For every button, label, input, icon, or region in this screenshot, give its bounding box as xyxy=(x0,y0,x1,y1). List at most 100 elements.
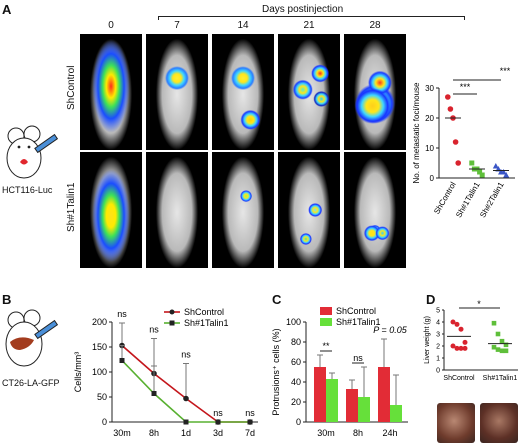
data-point xyxy=(462,339,468,345)
x-tick-label: ShControl xyxy=(432,180,458,216)
mouse-bioluminescence-image xyxy=(212,152,274,268)
y-tick-label: 100 xyxy=(286,317,301,327)
sig-label: * xyxy=(477,300,481,309)
y-axis-label: No. of metastatic foci/mouse xyxy=(412,82,421,183)
x-tick-label: 8h xyxy=(353,428,363,438)
bar xyxy=(346,389,358,422)
y-tick-label: 100 xyxy=(92,367,107,377)
days-bracket xyxy=(158,16,465,17)
data-point xyxy=(491,344,497,350)
y-axis-label: Protrusions⁺ cells (%) xyxy=(271,328,281,415)
data-point xyxy=(455,160,461,166)
x-tick-label: Sh#1Talin1 xyxy=(483,375,518,382)
legend-marker xyxy=(169,309,175,315)
data-point xyxy=(491,320,497,326)
y-tick-label: 10 xyxy=(425,144,434,153)
legend-label: ShControl xyxy=(336,306,376,316)
data-point xyxy=(499,348,505,354)
data-point xyxy=(503,172,510,178)
data-point xyxy=(458,345,464,351)
sig-label: ns xyxy=(213,408,223,418)
data-point xyxy=(495,331,501,337)
bar xyxy=(358,397,370,422)
panel-d-label: D xyxy=(426,292,436,307)
hct116-label: HCT116-Luc xyxy=(2,185,53,195)
y-tick-label: 0 xyxy=(296,417,301,427)
data-point xyxy=(183,395,189,402)
mouse-bioluminescence-image xyxy=(212,34,274,150)
legend-swatch xyxy=(320,318,332,326)
legend-label: Sh#1Talin1 xyxy=(336,317,381,327)
chart-b-cells: 0 50 100 150 200 Cells/mm³ 30m ns 8h ns 1d ns 3d ns 7d… xyxy=(73,307,258,438)
chart-c-protrusions: 0 20 40 60 80 100 Protrusions⁺ cells (%) 30m ** 8… xyxy=(271,306,408,438)
y-tick-label: 150 xyxy=(92,342,107,352)
x-tick-label: 30m xyxy=(113,428,131,438)
liver-photo-shcontrol xyxy=(437,403,475,443)
y-tick-label: 80 xyxy=(291,337,301,347)
data-point xyxy=(458,326,464,332)
data-point xyxy=(450,319,456,325)
sig-label: ns xyxy=(245,408,255,418)
data-point xyxy=(452,139,459,145)
y-tick-label: 200 xyxy=(92,317,107,327)
panel-b-label: B xyxy=(2,292,12,307)
day-label: 7 xyxy=(174,20,180,31)
day-label: 28 xyxy=(369,20,381,31)
liver-photo-sh1talin1 xyxy=(480,403,518,443)
day-label: 0 xyxy=(108,20,114,31)
panel-a-label: A xyxy=(2,2,12,17)
y-axis-label: Liver weight (g) xyxy=(424,316,431,364)
sig-label: ns xyxy=(149,325,159,335)
days-bracket-left xyxy=(158,16,159,20)
data-point xyxy=(247,419,253,425)
sig-label: *** xyxy=(500,66,511,76)
sig-label: *** xyxy=(460,82,471,92)
y-tick-label: 0 xyxy=(436,368,440,375)
mouse-cartoon-icon xyxy=(6,125,59,179)
data-point xyxy=(454,321,460,327)
data-point xyxy=(495,347,501,352)
data-point xyxy=(445,94,451,100)
legend-label: ShControl xyxy=(184,307,224,317)
mouse-bioluminescence-image xyxy=(278,34,340,150)
y-tick-label: 30 xyxy=(425,84,434,93)
row-label-shcontrol: ShControl xyxy=(66,65,77,110)
bar xyxy=(314,367,326,422)
data-point xyxy=(469,160,475,166)
mouse-bioluminescence-image xyxy=(80,152,142,268)
y-tick-label: 4 xyxy=(436,320,440,327)
data-point xyxy=(151,391,157,396)
mouse-bioluminescence-image xyxy=(146,152,208,268)
chart-d-liver: 0 1 2 3 4 5 Liver weight (g) ShControl Sh#1Talin… xyxy=(424,300,518,382)
sig-label: ns xyxy=(117,309,127,319)
data-point xyxy=(500,169,507,175)
bar xyxy=(378,367,390,422)
data-point xyxy=(119,358,125,363)
legend-marker xyxy=(169,320,175,326)
legend-label: Sh#1Talin1 xyxy=(184,318,229,328)
data-point xyxy=(503,342,509,348)
y-tick-label: 20 xyxy=(291,397,301,407)
y-tick-label: 50 xyxy=(97,392,107,402)
chart-a-foci: 0 10 20 30 No. of metastatic foci/mouse ShCon… xyxy=(412,66,515,219)
data-point xyxy=(462,345,468,351)
x-tick-label: 1d xyxy=(181,428,191,438)
data-point xyxy=(479,172,485,178)
mouse-bioluminescence-image xyxy=(146,34,208,150)
bar xyxy=(390,405,402,422)
row-label-sh1talin1: Sh#1Talin1 xyxy=(66,182,77,232)
y-tick-label: 20 xyxy=(425,114,434,123)
mouse-bioluminescence-image xyxy=(278,152,340,268)
sig-label: P = 0.05 xyxy=(373,325,407,335)
data-point xyxy=(183,419,189,425)
x-tick-label: 30m xyxy=(317,428,335,438)
sig-label: ** xyxy=(322,341,330,351)
sig-label: ns xyxy=(181,350,191,360)
x-tick-label: 24h xyxy=(382,428,397,438)
liver-mouse-cartoon-icon xyxy=(5,309,59,367)
data-point xyxy=(447,106,454,112)
data-point xyxy=(499,338,505,344)
bar xyxy=(326,379,338,422)
mouse-bioluminescence-image xyxy=(344,34,406,150)
data-point xyxy=(215,419,221,425)
